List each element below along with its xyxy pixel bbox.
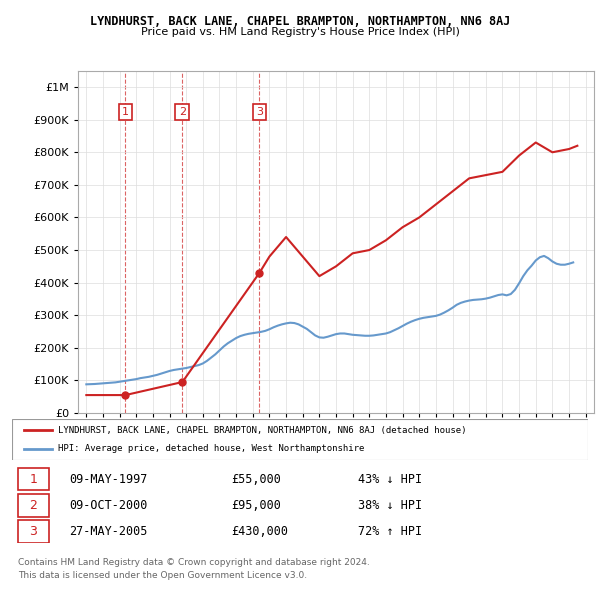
Text: 2: 2 <box>179 107 186 117</box>
Text: 09-MAY-1997: 09-MAY-1997 <box>70 473 148 486</box>
FancyBboxPatch shape <box>18 468 49 490</box>
Text: 38% ↓ HPI: 38% ↓ HPI <box>358 499 422 512</box>
FancyBboxPatch shape <box>18 494 49 516</box>
Text: 09-OCT-2000: 09-OCT-2000 <box>70 499 148 512</box>
Text: 27-MAY-2005: 27-MAY-2005 <box>70 525 148 538</box>
Text: 43% ↓ HPI: 43% ↓ HPI <box>358 473 422 486</box>
Text: £95,000: £95,000 <box>231 499 281 512</box>
FancyBboxPatch shape <box>18 520 49 543</box>
Text: 1: 1 <box>122 107 129 117</box>
Text: LYNDHURST, BACK LANE, CHAPEL BRAMPTON, NORTHAMPTON, NN6 8AJ: LYNDHURST, BACK LANE, CHAPEL BRAMPTON, N… <box>90 15 510 28</box>
Text: 3: 3 <box>256 107 263 117</box>
Text: Price paid vs. HM Land Registry's House Price Index (HPI): Price paid vs. HM Land Registry's House … <box>140 27 460 37</box>
Text: This data is licensed under the Open Government Licence v3.0.: This data is licensed under the Open Gov… <box>18 571 307 580</box>
Text: £55,000: £55,000 <box>231 473 281 486</box>
Text: 2: 2 <box>29 499 37 512</box>
FancyBboxPatch shape <box>12 419 588 460</box>
Text: HPI: Average price, detached house, West Northamptonshire: HPI: Average price, detached house, West… <box>58 444 364 453</box>
Text: Contains HM Land Registry data © Crown copyright and database right 2024.: Contains HM Land Registry data © Crown c… <box>18 558 370 566</box>
Text: £430,000: £430,000 <box>231 525 288 538</box>
Text: 1: 1 <box>29 473 37 486</box>
Text: 3: 3 <box>29 525 37 538</box>
Text: 72% ↑ HPI: 72% ↑ HPI <box>358 525 422 538</box>
Text: LYNDHURST, BACK LANE, CHAPEL BRAMPTON, NORTHAMPTON, NN6 8AJ (detached house): LYNDHURST, BACK LANE, CHAPEL BRAMPTON, N… <box>58 426 467 435</box>
